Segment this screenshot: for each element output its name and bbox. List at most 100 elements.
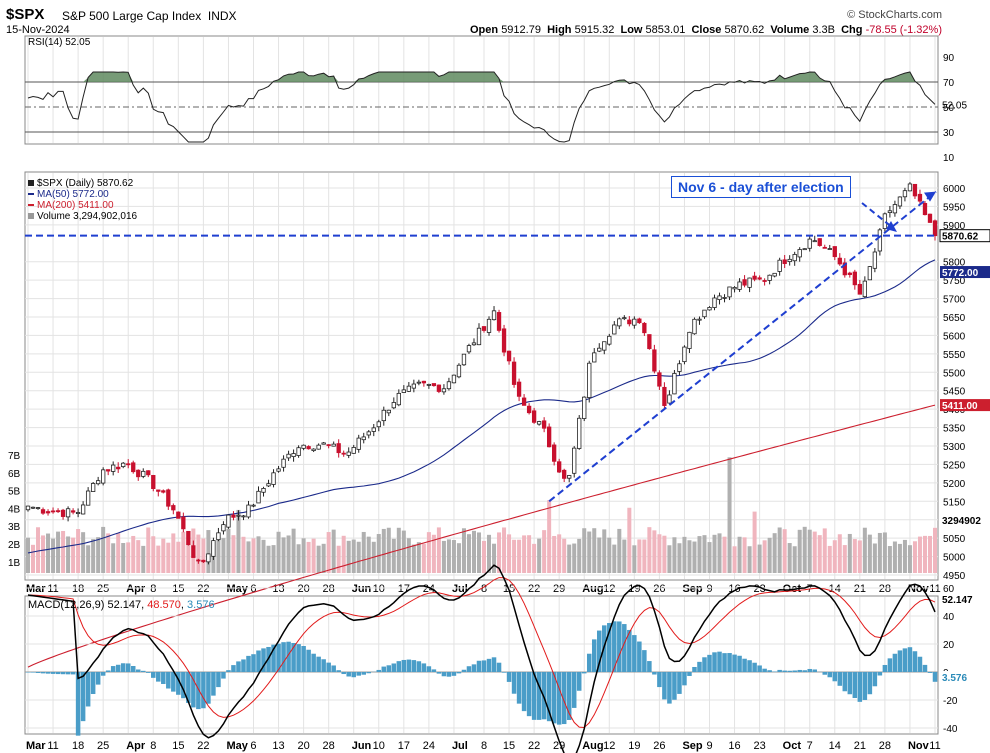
macd-line xyxy=(27,564,936,753)
macd-hist-bar xyxy=(707,654,712,672)
volume-bar xyxy=(25,537,31,573)
macd-hist-bar xyxy=(331,665,336,672)
x-tick-label: 28 xyxy=(323,740,335,752)
volume-bar xyxy=(201,538,206,573)
volume-bar xyxy=(406,538,411,573)
macd-hist-bar xyxy=(576,672,582,691)
candle-body xyxy=(672,373,677,395)
price-tick-label: 5200 xyxy=(943,479,966,490)
macd-hist-bar xyxy=(341,672,346,675)
macd-hist-bar xyxy=(231,665,236,672)
volume-bar xyxy=(842,545,847,573)
macd-hist-bar xyxy=(581,672,587,674)
macd-hist-bar xyxy=(471,664,477,672)
volume-bar xyxy=(687,540,692,573)
candle-body xyxy=(727,286,732,298)
volume-bar xyxy=(777,527,782,573)
volume-bar xyxy=(567,544,572,573)
macd-hist-bar xyxy=(311,653,316,672)
macd-hist-bar xyxy=(356,672,361,676)
x-tick-label: Jun xyxy=(352,583,372,595)
candle-body xyxy=(481,326,487,331)
price-tick-label: 5000 xyxy=(943,553,966,564)
candle-body xyxy=(562,469,567,479)
volume-tick-label: 3B xyxy=(8,522,21,533)
candle-body xyxy=(121,462,126,468)
macd-hist-bar xyxy=(902,648,908,672)
volume-bar xyxy=(757,544,762,573)
macd-hist-bar xyxy=(511,672,517,694)
candle-body xyxy=(737,281,742,290)
volume-bar xyxy=(607,537,612,573)
candle-body xyxy=(331,443,336,447)
x-tick-label: 15 xyxy=(172,740,184,752)
candle-body xyxy=(416,381,422,384)
rsi-tick-label: 70 xyxy=(943,78,955,89)
candle-body xyxy=(792,254,797,262)
candle-body xyxy=(697,318,702,321)
macd-hist-bar xyxy=(60,672,66,675)
macd-hist-bar xyxy=(135,669,141,672)
macd-hist-bar xyxy=(431,669,437,672)
candle-body xyxy=(45,511,51,514)
macd-hist-bar xyxy=(506,672,512,682)
volume-bar xyxy=(291,528,296,573)
candle-body xyxy=(356,437,361,450)
volume-bar xyxy=(572,543,577,573)
volume-bar xyxy=(431,534,436,573)
volume-bar xyxy=(36,527,41,573)
volume-bar xyxy=(532,543,537,573)
x-tick-label: 13 xyxy=(272,740,284,752)
candle-body xyxy=(597,347,602,352)
candle-body xyxy=(541,420,547,429)
candle-body xyxy=(146,470,151,476)
candle-body xyxy=(246,504,251,518)
x-tick-label: 20 xyxy=(297,583,309,595)
macd-hist-bar xyxy=(326,662,331,672)
candle-body xyxy=(557,461,562,473)
candle-body xyxy=(682,346,687,363)
candle-body xyxy=(436,384,442,392)
candle-body xyxy=(592,352,597,363)
macd-hist-bar xyxy=(25,672,31,673)
candle-body xyxy=(932,220,938,237)
volume-bar xyxy=(907,545,912,573)
macd-hist-bar xyxy=(256,650,261,672)
macd-hist-value-tag-bg xyxy=(940,670,990,683)
macd-hist-bar xyxy=(491,657,497,672)
candle-body xyxy=(151,475,156,489)
macd-hist-bar xyxy=(130,666,136,672)
volume-bar xyxy=(752,511,757,573)
macd-hist-bar xyxy=(807,668,812,672)
candle-body xyxy=(887,210,893,213)
volume-bar xyxy=(547,500,552,573)
candle-body xyxy=(251,504,256,507)
x-tick-label: 17 xyxy=(398,740,410,752)
volume-bar xyxy=(46,533,51,573)
x-tick-label: 11 xyxy=(929,583,940,595)
volume-bar xyxy=(401,530,406,573)
x-tick-label: 15 xyxy=(503,740,515,752)
price-tick-label: 5450 xyxy=(943,387,966,398)
volume-bar xyxy=(487,534,492,573)
volume-bar xyxy=(822,528,827,573)
macd-hist-bar xyxy=(105,670,111,672)
volume-bar xyxy=(577,538,582,573)
volume-bar xyxy=(81,532,86,573)
volume-bar xyxy=(66,536,71,573)
macd-hist-bar xyxy=(697,661,702,672)
macd-hist-bar xyxy=(727,653,732,672)
macd-hist-bar xyxy=(877,672,883,676)
macd-hist-bar xyxy=(321,659,326,672)
legend-volume: Volume 3,294,902,016 xyxy=(28,211,137,222)
volume-bar xyxy=(136,540,141,573)
volume-tick-label: 4B xyxy=(8,504,21,515)
macd-hist-bar xyxy=(166,672,171,689)
volume-bar xyxy=(141,545,146,573)
x-tick-label: 15 xyxy=(172,583,184,595)
volume-bar xyxy=(426,532,431,573)
candle-body xyxy=(867,266,873,281)
candle-body xyxy=(261,488,266,493)
macd-hist-bar xyxy=(396,661,402,672)
volume-tick-label: 5B xyxy=(8,487,21,498)
